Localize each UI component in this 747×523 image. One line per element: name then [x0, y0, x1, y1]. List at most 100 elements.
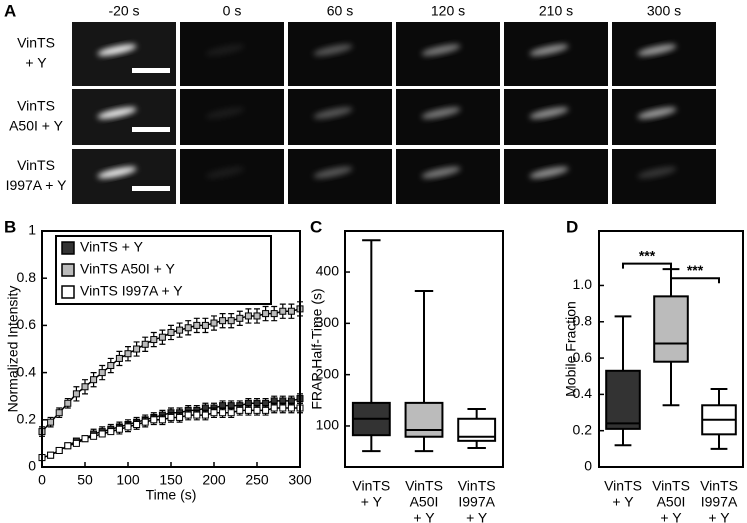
marker: [227, 409, 235, 417]
image-frame: [288, 22, 392, 86]
marker: [150, 336, 158, 344]
marker: [270, 404, 278, 412]
marker: [98, 430, 106, 438]
panel-label: A: [4, 1, 16, 20]
image-signal: [205, 44, 245, 56]
y-tick-label: 0: [28, 458, 36, 474]
time-label: 60 s: [327, 3, 353, 19]
marker: [167, 413, 175, 421]
x-tick-label: + Y: [413, 510, 435, 523]
x-tick-label: VinTS: [352, 478, 390, 494]
image-frame: [504, 149, 608, 204]
panel-label: D: [566, 217, 578, 236]
x-tick-label: I997A: [701, 494, 738, 510]
marker: [64, 442, 72, 450]
marker: [81, 435, 89, 443]
x-tick-label: VinTS: [700, 478, 738, 494]
box: [653, 295, 689, 363]
marker: [244, 312, 252, 320]
legend-marker: [61, 263, 75, 277]
marker: [72, 439, 80, 447]
marker: [201, 411, 209, 419]
image-frame: [504, 89, 608, 145]
y-tick-label: 100: [316, 417, 340, 433]
image-frame: [72, 89, 176, 145]
y-axis-label: FRAP Half-Time (s): [309, 288, 325, 409]
marker: [90, 432, 98, 440]
image-signal: [97, 107, 137, 119]
x-tick-label: 100: [116, 472, 140, 488]
legend-label: VinTS A50I + Y: [80, 261, 175, 277]
x-axis-label: Time (s): [146, 487, 197, 503]
image-signal: [637, 166, 677, 179]
row-label: VinTS: [17, 98, 55, 114]
y-tick-label: 0.2: [573, 421, 593, 437]
x-tick-label: 0: [38, 472, 46, 488]
y-tick-label: 0.4: [573, 385, 593, 401]
marker: [47, 451, 55, 459]
y-tick-label: 1.0: [573, 276, 593, 292]
marker: [201, 321, 209, 329]
marker: [270, 310, 278, 318]
image-frame: [180, 89, 284, 145]
y-tick-label: 400: [316, 263, 340, 279]
x-tick-label: + Y: [361, 494, 383, 510]
panel-label: B: [4, 217, 16, 236]
x-tick-label: 50: [77, 472, 93, 488]
marker: [219, 409, 227, 417]
marker: [107, 428, 115, 436]
y-tick-label: 0.2: [17, 411, 37, 427]
image-frame: [72, 149, 176, 204]
x-tick-label: VinTS: [405, 478, 443, 494]
image-frame: [504, 22, 608, 86]
image-signal: [421, 166, 461, 179]
time-label: 120 s: [431, 3, 465, 19]
image-signal: [637, 44, 677, 56]
row-label: VinTS: [17, 157, 55, 173]
x-tick-label: I997A: [458, 494, 495, 510]
marker: [253, 312, 261, 320]
marker: [133, 345, 141, 353]
image-signal: [637, 107, 677, 119]
y-tick-label: 0.4: [17, 363, 37, 379]
image-frame: [180, 149, 284, 204]
legend-label: VinTS I997A + Y: [80, 283, 183, 299]
y-tick-label: 0.8: [17, 269, 37, 285]
marker: [141, 340, 149, 348]
plot-frame: [598, 230, 744, 468]
y-tick-label: 0.6: [573, 349, 593, 365]
image-signal: [529, 44, 569, 56]
legend-box: [55, 235, 272, 305]
image-signal: [421, 44, 461, 56]
marker: [98, 369, 106, 377]
significance-label: ***: [687, 262, 704, 278]
image-signal: [97, 44, 137, 56]
marker: [184, 411, 192, 419]
y-axis-label: Mobile Fraction: [563, 301, 579, 397]
row-label: + Y: [25, 55, 47, 71]
scale-bar: [132, 186, 170, 191]
y-tick-label: 0.6: [17, 316, 37, 332]
x-tick-label: VinTS: [652, 478, 690, 494]
marker: [124, 350, 132, 358]
marker: [184, 324, 192, 332]
time-label: 0 s: [223, 3, 242, 19]
marker: [236, 406, 244, 414]
image-frame: [72, 22, 176, 86]
marker: [262, 406, 270, 414]
x-tick-label: VinTS: [604, 478, 642, 494]
marker: [279, 307, 287, 315]
marker: [124, 423, 132, 431]
image-frame: [180, 22, 284, 86]
y-tick-label: 300: [316, 314, 340, 330]
x-tick-label: + Y: [466, 510, 488, 523]
time-label: 300 s: [647, 3, 681, 19]
time-label: 210 s: [539, 3, 573, 19]
image-signal: [97, 166, 137, 179]
x-tick-label: A50I: [410, 494, 439, 510]
legend-label: VinTS + Y: [80, 239, 144, 255]
significance-bracket: [622, 262, 672, 269]
significance-label: ***: [639, 247, 656, 263]
row-label: VinTS: [17, 35, 55, 51]
